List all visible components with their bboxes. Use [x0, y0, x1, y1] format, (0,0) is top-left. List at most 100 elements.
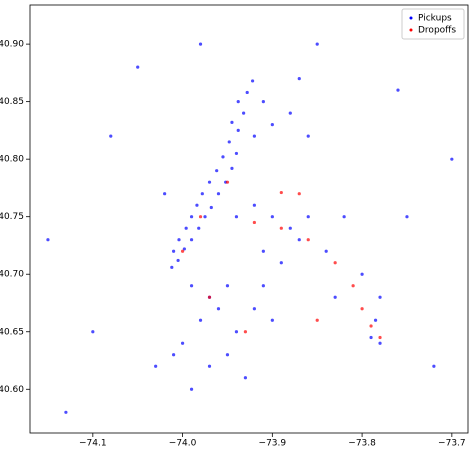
point [360, 272, 364, 276]
point [189, 387, 194, 391]
point [136, 65, 140, 69]
x-tick-label: −74.0 [169, 439, 197, 449]
point [230, 120, 234, 124]
point [297, 238, 301, 242]
point [405, 215, 409, 219]
point [172, 353, 176, 357]
point [207, 180, 212, 184]
point [189, 238, 194, 242]
point [270, 215, 274, 219]
point [163, 192, 167, 196]
point [243, 376, 248, 380]
point [252, 134, 256, 138]
point [216, 192, 221, 196]
point [198, 318, 203, 322]
point [209, 205, 213, 210]
point [207, 295, 212, 299]
point [225, 284, 230, 288]
point [225, 180, 230, 184]
point [252, 203, 256, 207]
point [184, 226, 188, 230]
point [333, 295, 337, 299]
legend-marker [409, 16, 413, 20]
point [245, 90, 249, 95]
point [189, 284, 194, 288]
point [221, 155, 225, 159]
point [369, 324, 373, 328]
point [177, 238, 181, 242]
point [234, 330, 239, 334]
y-tick-label: 40.60 [0, 385, 24, 395]
point [360, 307, 364, 311]
point [154, 364, 158, 368]
point [195, 203, 199, 207]
point [198, 215, 203, 219]
y-tick-label: 40.90 [0, 40, 24, 50]
x-tick-label: −73.8 [348, 439, 376, 449]
point [279, 226, 283, 230]
point [250, 79, 255, 83]
point [261, 284, 265, 288]
point [369, 335, 373, 340]
point [215, 169, 219, 173]
point [315, 318, 319, 322]
point [242, 111, 246, 115]
point [333, 261, 337, 265]
point [236, 128, 240, 133]
point [230, 166, 234, 170]
point [200, 192, 204, 196]
point [203, 215, 207, 219]
point [207, 364, 212, 368]
point [197, 226, 201, 230]
legend-marker [409, 28, 413, 32]
point [176, 258, 180, 263]
point [172, 249, 176, 253]
y-tick-label: 40.65 [0, 327, 24, 337]
point [315, 42, 319, 46]
point [378, 295, 382, 299]
point [342, 215, 346, 219]
point [324, 249, 328, 253]
point [170, 265, 174, 269]
point [306, 134, 310, 138]
legend-label: Dropoffs [418, 26, 456, 36]
point [198, 42, 203, 46]
point [236, 100, 240, 104]
point [180, 249, 185, 253]
point [306, 238, 310, 242]
point [261, 249, 265, 253]
point [288, 111, 292, 115]
y-tick-label: 40.75 [0, 212, 24, 222]
point [180, 341, 185, 345]
point [270, 123, 274, 127]
plot-frame [29, 4, 469, 434]
point [261, 100, 265, 104]
point [189, 215, 194, 219]
point [297, 77, 301, 81]
point [109, 134, 113, 138]
point [373, 318, 378, 322]
point [46, 238, 50, 242]
point [234, 151, 239, 156]
point [234, 215, 239, 219]
point [306, 215, 310, 219]
x-tick-label: −73.9 [259, 439, 287, 449]
point [182, 247, 186, 251]
point [91, 330, 95, 334]
point [243, 330, 248, 334]
point [396, 88, 400, 92]
point [432, 364, 436, 368]
point [450, 157, 454, 161]
point [225, 353, 230, 357]
y-tick-label: 40.70 [0, 270, 24, 280]
point [351, 284, 355, 288]
point [64, 410, 68, 414]
x-tick-label: −74.1 [79, 439, 107, 449]
point [288, 226, 292, 230]
point [279, 261, 283, 265]
point [279, 190, 283, 195]
legend-box [401, 8, 465, 40]
legend-label: Pickups [418, 14, 452, 24]
point [270, 318, 274, 322]
